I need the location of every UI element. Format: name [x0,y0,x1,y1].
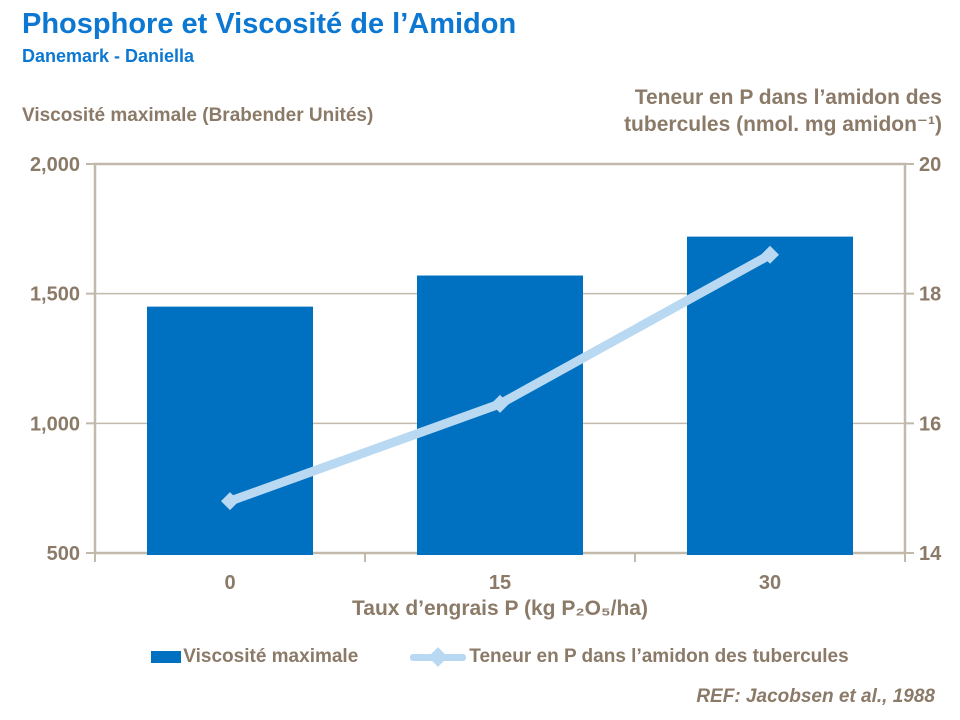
plot-border [93,162,907,554]
line-marker-icon [221,492,239,511]
page-subtitle: Danemark - Daniella [22,46,195,66]
y-axis-tick-label-left: 500 [47,543,80,565]
right-axis-title-line1: Teneur en P dans l’amidon des [634,86,942,109]
page-title: Phosphore et Viscosité de l’Amidon [22,8,517,40]
bar-swatch-icon [151,651,182,663]
y-axis-tick-label-left: 2,000 [30,154,80,176]
right-axis-title: Teneur en P dans l’amidon des tubercules… [624,84,942,138]
x-axis-title: Taux d’engrais P (kg P₂O₅/ha) [352,597,648,620]
reference-citation: REF: Jacobsen et al., 1988 [696,686,935,707]
bar-viscosite [417,275,583,555]
x-axis-tick-label: 15 [489,572,511,594]
x-axis-tick-label: 30 [759,572,781,594]
legend-label-teneur: Teneur en P dans l’amidon des tubercules [469,646,849,667]
y-axis-tick-label-left: 1,000 [30,413,80,435]
line-marker-icon [761,245,779,264]
y-axis-tick-label-left: 1,500 [30,284,80,306]
x-axis-tick-label: 0 [224,572,235,594]
right-axis-title-line2: tubercules (nmol. mg amidon⁻¹) [624,113,942,136]
y-axis-tick-label-right: 18 [919,284,941,306]
bar-viscosite [147,306,313,555]
legend-item-teneur: Teneur en P dans l’amidon des tubercules [410,646,849,668]
left-axis-title: Viscosité maximale (Brabender Unités) [22,105,374,126]
legend-item-viscosite: Viscosité maximale [151,646,358,668]
y-axis-tick-label-right: 14 [919,543,942,565]
line-marker-icon [491,394,509,413]
y-axis-tick-label-right: 20 [919,154,941,176]
legend: Viscosité maximale Teneur en P dans l’am… [95,646,905,668]
diamond-marker-icon [428,646,449,667]
line-swatch-icon [410,646,467,667]
y-axis-tick-label-right: 16 [919,413,941,435]
legend-label-viscosite: Viscosité maximale [183,646,359,667]
